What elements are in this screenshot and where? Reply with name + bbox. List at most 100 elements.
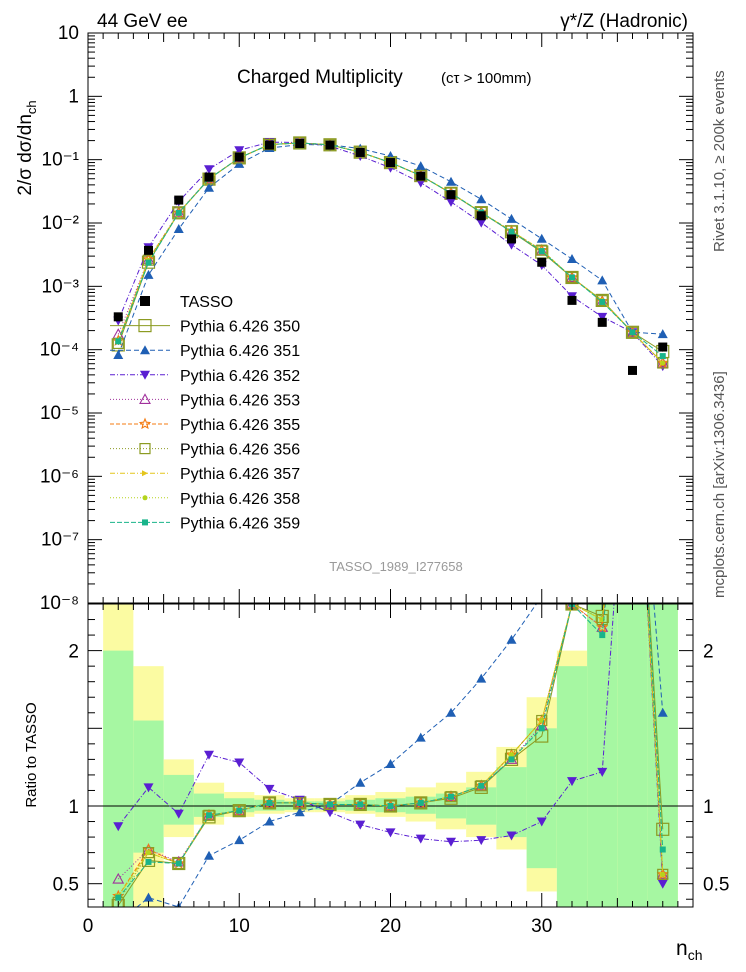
y-tick-label: 10⁻¹ [42, 150, 80, 171]
ratio-point-5-11 [445, 791, 457, 803]
ratio-tick-label-left: 2 [68, 642, 79, 663]
data-point-5 [265, 140, 274, 150]
ratio-point-5-12 [475, 780, 487, 792]
series-point-1-3 [204, 182, 214, 192]
data-point-4 [234, 152, 244, 162]
ratio-point-1-4 [234, 835, 245, 845]
y-tick-label: 10⁻² [42, 213, 80, 234]
series-point-8-18 [659, 353, 666, 360]
ratio-tick-label-right: 0.5 [703, 875, 729, 896]
ratio-point-5-4 [233, 805, 245, 817]
series-point-5-2 [173, 207, 185, 219]
uncertainty-band-inner [526, 728, 557, 869]
series-point-1-11 [446, 176, 456, 186]
legend-label-3: Pythia 6.426 352 [180, 368, 300, 385]
ratio-point-1-12 [476, 673, 487, 683]
legend-label-0: TASSO [180, 294, 233, 311]
y-axis-label: 2/σ dσ/dnch [15, 100, 39, 195]
series-point-8-17 [629, 329, 636, 336]
series-point-2-4 [234, 146, 245, 156]
header-process-label: γ*/Z (Hadronic) [560, 11, 688, 32]
data-point-2 [174, 195, 184, 205]
data-point-1 [144, 245, 153, 255]
data-point-17 [628, 365, 637, 375]
legend-label-9: Pythia 6.426 359 [180, 515, 300, 532]
legend-label-5: Pythia 6.426 355 [180, 417, 300, 434]
legend-label-1: Pythia 6.426 350 [180, 319, 300, 336]
ratio-point-2-7 [325, 808, 335, 818]
ratio-point-1-9 [385, 759, 396, 769]
ratio-point-8-5 [266, 799, 273, 806]
ratio-point-8-10 [417, 799, 424, 806]
data-point-8 [355, 147, 365, 157]
ratio-point-2-10 [415, 834, 426, 844]
ratio-point-8-2 [175, 860, 182, 867]
plot-title: Charged Multiplicity [237, 67, 403, 88]
ratio-point-8-18 [659, 846, 666, 853]
ratio-point-8-11 [448, 793, 454, 800]
legend-label-4: Pythia 6.426 353 [180, 392, 300, 409]
ratio-point-8-7 [327, 801, 333, 808]
y-tick-label: 10⁻³ [42, 276, 80, 297]
y-tick-label: 10⁻⁸ [40, 593, 79, 614]
series-point-1-10 [415, 161, 426, 171]
ratio-point-2-18 [657, 879, 668, 889]
legend-marker-0 [140, 296, 150, 306]
legend-label-8: Pythia 6.426 358 [180, 491, 300, 508]
ratio-point-2-5 [264, 784, 275, 794]
legend-marker-7 [142, 470, 148, 477]
data-point-9 [386, 158, 395, 168]
y-tick-label: 10⁻⁶ [40, 466, 79, 487]
series-point-8-13 [508, 228, 515, 235]
ratio-point-5-3 [203, 809, 215, 821]
analysis-watermark: TASSO_1989_I277658 [329, 559, 462, 574]
plot-title-sub: (cτ > 100mm) [441, 70, 532, 87]
rivet-version-label: Rivet 3.1.10, ≥ 200k events [711, 70, 728, 252]
series-point-1-14 [536, 233, 547, 243]
legend-label-6: Pythia 6.426 356 [180, 442, 300, 459]
series-point-0-16 [595, 293, 609, 308]
uncertainty-band-inner [496, 767, 527, 838]
x-tick-label: 10 [229, 916, 250, 937]
data-point-11 [446, 190, 456, 200]
ratio-point-8-6 [296, 799, 303, 806]
legend-marker-2 [140, 345, 150, 355]
svg-text:nch: nch [676, 937, 702, 963]
ratio-point-7-18 [660, 871, 666, 877]
x-tick-label: 20 [380, 916, 401, 937]
data-point-6 [295, 138, 305, 148]
header-energy-label: 44 GeV ee [97, 11, 188, 32]
series-point-5-8 [354, 146, 366, 158]
data-point-7 [325, 140, 335, 150]
ratio-point-2-14 [536, 817, 547, 827]
ratio-point-5-16 [596, 613, 608, 626]
uncertainty-band-inner [193, 793, 225, 817]
ratio-point-4-16 [596, 620, 609, 633]
ratio-point-8-13 [508, 756, 515, 763]
ratio-point-3-0 [112, 872, 125, 884]
y-tick-label: 10⁻⁴ [40, 340, 79, 361]
svg-text:2/σ dσ/dnch: 2/σ dσ/dnch [15, 100, 39, 195]
legend-marker-3 [140, 370, 150, 380]
x-tick-label: 30 [531, 916, 552, 937]
ratio-point-2-11 [446, 837, 456, 847]
ratio-point-8-12 [478, 782, 485, 789]
uncertainty-band-inner [556, 666, 588, 907]
data-point-12 [476, 211, 486, 221]
ratio-point-1-3 [204, 850, 214, 860]
ratio-point-2-13 [506, 831, 517, 841]
legend-marker-6 [139, 443, 151, 455]
series-point-8-15 [569, 274, 575, 281]
series-point-1-0 [113, 349, 124, 359]
series-point-5-15 [566, 271, 578, 284]
ratio-point-0-18 [656, 822, 670, 836]
series-point-5-17 [626, 326, 639, 338]
ratio-point-2-1 [143, 783, 154, 793]
legend-marker-5 [138, 417, 152, 430]
uncertainty-band-inner [587, 604, 618, 907]
series-point-2-16 [597, 312, 608, 322]
ratio-point-8-14 [538, 725, 545, 732]
ratio-point-8-16 [599, 632, 606, 639]
series-point-5-14 [536, 244, 548, 256]
